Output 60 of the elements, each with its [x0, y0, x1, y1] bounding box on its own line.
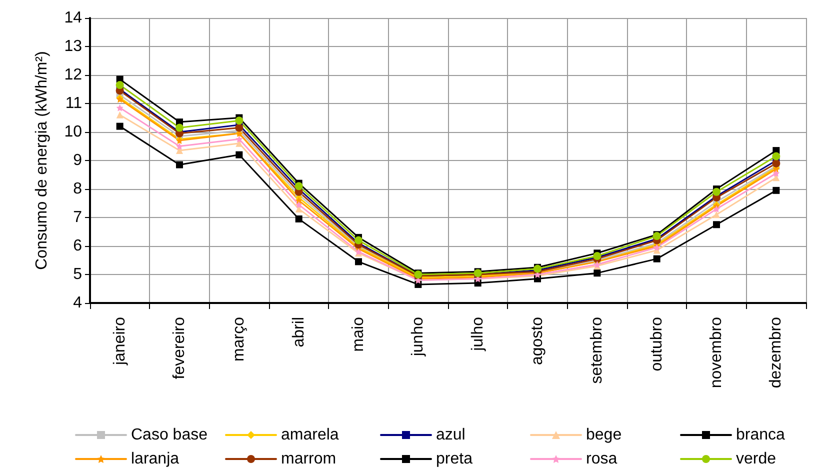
point [772, 170, 780, 177]
point [772, 186, 780, 194]
x-tick-label: fevereiro [171, 316, 188, 380]
legend-label: verde [736, 450, 776, 468]
point [235, 124, 244, 132]
y-tick-label: 12 [64, 66, 82, 84]
legend-label: laranja [131, 450, 180, 468]
x-tick-label: junho [410, 316, 427, 358]
point [116, 111, 124, 118]
point [772, 152, 780, 160]
point [355, 258, 362, 266]
point [772, 159, 780, 168]
point [236, 151, 243, 158]
legend-label: rosa [586, 450, 618, 468]
point [713, 205, 720, 212]
point [712, 188, 720, 196]
x-tick-label: julho [469, 316, 486, 352]
legend-label: preta [436, 450, 473, 468]
x-tick-label: abril [290, 317, 308, 348]
legend-label: branca [736, 426, 786, 444]
point [116, 80, 124, 89]
y-tick-label: 5 [73, 266, 82, 283]
legend-label: bege [586, 426, 622, 444]
point [295, 215, 302, 222]
point [594, 270, 601, 277]
y-tick-label: 13 [64, 38, 82, 55]
y-axis-title: Consumo de energia (kWh/m²) [34, 51, 50, 270]
y-tick-label: 6 [73, 238, 82, 254]
legend-label: Caso base [131, 426, 208, 444]
x-tick-label: dezembro [768, 316, 785, 388]
point [116, 104, 124, 112]
point [713, 211, 720, 218]
x-tick-label: outubro [648, 316, 666, 372]
point [294, 182, 303, 190]
y-tick-label: 10 [64, 124, 82, 140]
y-tick-label: 8 [73, 180, 82, 198]
point [653, 255, 660, 262]
y-tick-label: 9 [73, 152, 82, 169]
point [176, 161, 183, 168]
point [235, 116, 244, 125]
point [354, 236, 362, 244]
x-tick-label: agosto [529, 316, 546, 366]
y-tick-label: 7 [73, 209, 82, 226]
x-tick-label: setembro [588, 316, 606, 384]
y-tick-label: 11 [65, 95, 82, 112]
x-tick-label: março [230, 316, 248, 362]
x-tick-label: maio [350, 316, 367, 352]
legend-label: amarela [281, 426, 339, 444]
y-tick-label: 14 [64, 10, 82, 26]
point [176, 142, 183, 150]
x-tick-label: novembro [708, 316, 725, 388]
legend-label: marrom [281, 450, 336, 468]
point [713, 221, 720, 228]
point [236, 136, 243, 143]
point [116, 122, 124, 130]
x-tick-label: janeiro [111, 316, 128, 366]
y-tick-label: 4 [73, 294, 82, 312]
point [295, 201, 302, 208]
point [176, 124, 184, 132]
legend-label: azul [436, 426, 466, 444]
